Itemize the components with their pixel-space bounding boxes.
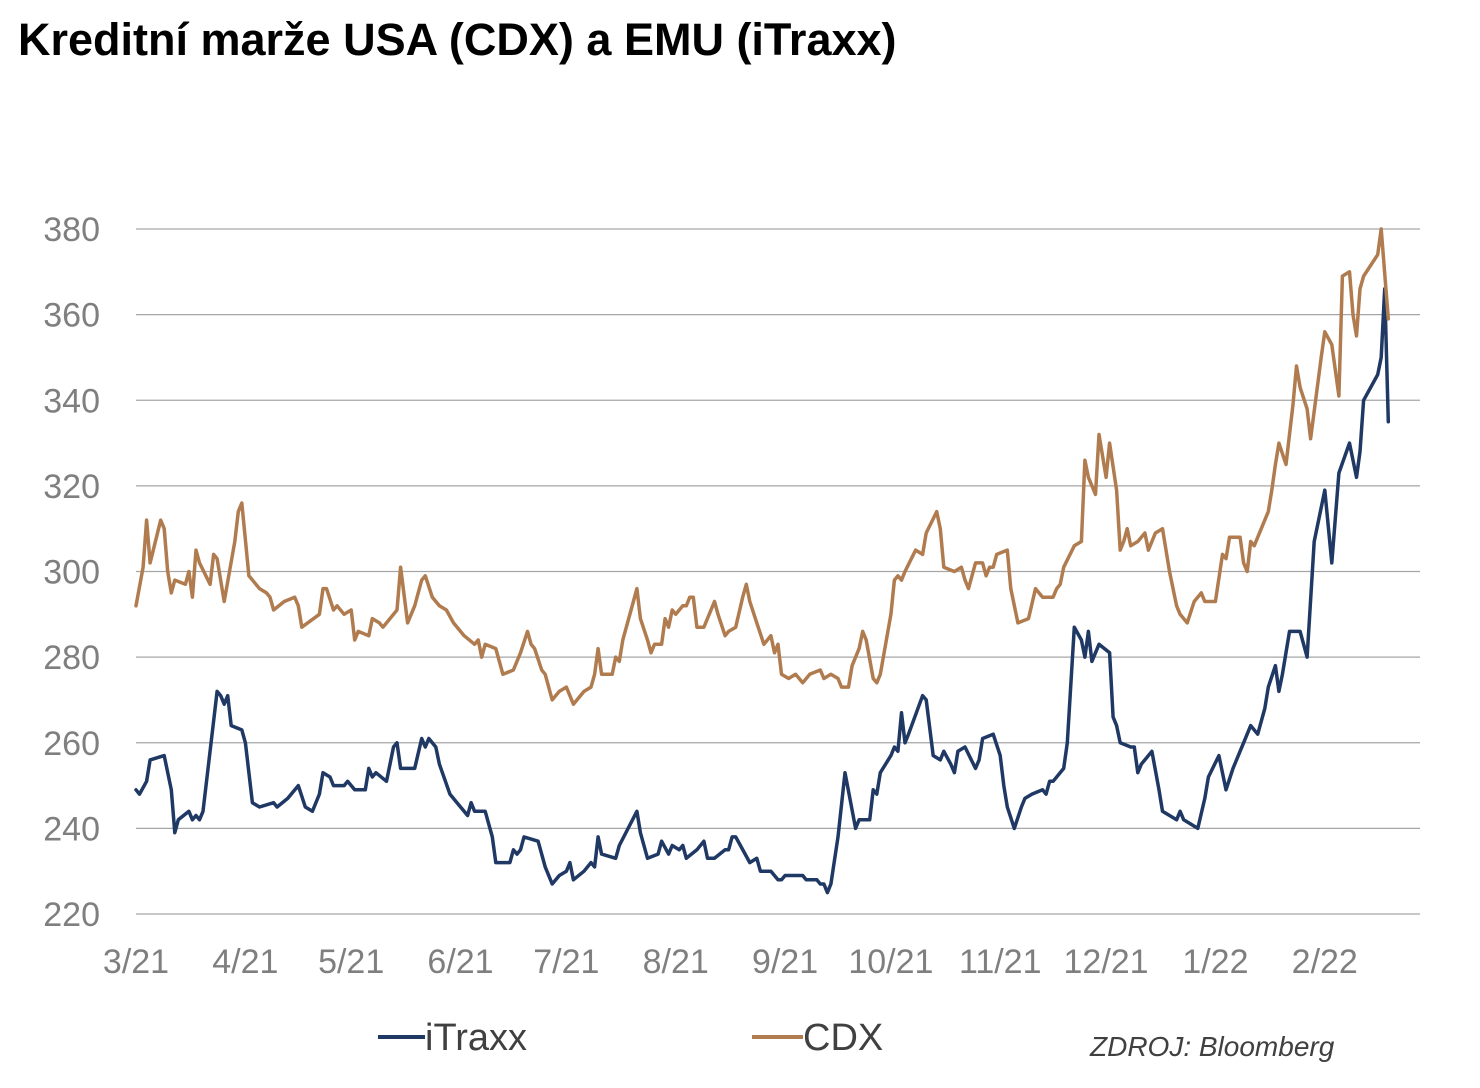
grid-lines xyxy=(136,228,1420,915)
y-tick-label-320: 320 xyxy=(43,468,100,506)
y-tick-label-340: 340 xyxy=(43,382,100,420)
x-tick-label-3-21: 3/21 xyxy=(103,943,169,981)
x-tick-label-8-21: 8/21 xyxy=(643,943,709,981)
x-tick-label-10-21: 10/21 xyxy=(848,943,933,981)
source-label: ZDROJ: Bloomberg xyxy=(1089,1031,1335,1062)
x-tick-label-2-22: 2/22 xyxy=(1292,943,1358,981)
x-tick-label-9-21: 9/21 xyxy=(752,943,818,981)
y-tick-label-260: 260 xyxy=(43,725,100,763)
series-line-itraxx xyxy=(134,287,1391,895)
x-tick-label-12-21: 12/21 xyxy=(1064,943,1149,981)
legend-label-itraxx: iTraxx xyxy=(425,1017,527,1059)
series-lines xyxy=(134,227,1391,895)
x-tick-label-5-21: 5/21 xyxy=(318,943,384,981)
y-tick-label-240: 240 xyxy=(43,810,100,848)
y-axis-ticks: 220 240 260 280 300 320 340 360 380 xyxy=(43,211,100,934)
x-axis-ticks: 3/21 4/21 5/21 6/21 7/21 8/21 9/21 10/21 11/21 12… xyxy=(103,943,1358,981)
x-tick-label-11-21: 11/21 xyxy=(959,943,1042,981)
x-tick-label-6-21: 6/21 xyxy=(427,943,493,981)
x-tick-label-1-22: 1/22 xyxy=(1182,943,1248,981)
y-tick-label-300: 300 xyxy=(43,554,100,592)
chart-title: Kreditní marže USA (CDX) a EMU (iTraxx) xyxy=(18,14,897,65)
y-tick-label-220: 220 xyxy=(43,896,100,934)
legend-item-cdx: CDX xyxy=(752,1017,883,1059)
series-line-cdx xyxy=(134,227,1391,706)
legend: iTraxx CDX xyxy=(378,1017,883,1059)
legend-label-cdx: CDX xyxy=(803,1017,883,1059)
y-tick-label-380: 380 xyxy=(43,211,100,249)
x-tick-label-4-21: 4/21 xyxy=(212,943,278,981)
x-tick-label-7-21: 7/21 xyxy=(533,943,599,981)
y-tick-label-360: 360 xyxy=(43,297,100,335)
legend-item-itraxx: iTraxx xyxy=(378,1017,527,1059)
y-tick-label-280: 280 xyxy=(43,639,100,677)
